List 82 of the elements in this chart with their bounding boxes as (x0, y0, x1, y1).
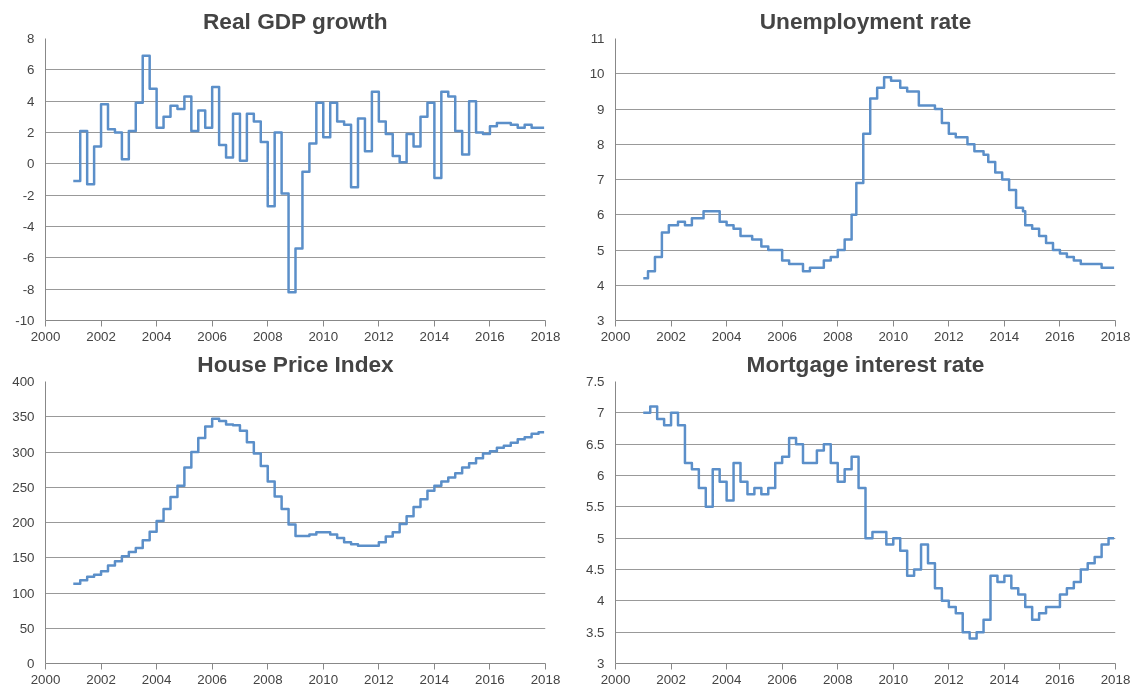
x-tick-label: 2018 (1100, 328, 1131, 344)
y-tick-label: 350 (12, 409, 35, 425)
x-tick-label: 2000 (30, 671, 61, 687)
x-tick-label: 2016 (475, 328, 505, 344)
x-tick-label: 2008 (822, 328, 853, 344)
y-tick-label: -6 (22, 250, 35, 266)
y-tick-label: 50 (19, 620, 35, 636)
x-tick-label: 2014 (419, 328, 450, 344)
chart-title: Unemployment rate (759, 7, 972, 34)
x-tick-label: 2002 (656, 671, 686, 687)
x-tick-label: 2004 (141, 328, 173, 344)
x-tick-label: 2006 (197, 328, 227, 344)
y-tick-label: 7.5 (585, 374, 605, 389)
y-tick-label: -8 (22, 281, 35, 297)
x-tick-label: 2010 (308, 671, 339, 687)
y-tick-label: 3.5 (585, 624, 605, 640)
x-tick-label: 2002 (656, 328, 686, 344)
y-tick-label: 5.5 (585, 499, 605, 515)
x-tick-label: 2002 (86, 328, 116, 344)
y-tick-label: 10 (589, 66, 605, 82)
y-tick-label: 0 (27, 656, 35, 671)
x-tick-label: 2008 (822, 671, 853, 687)
y-tick-label: -2 (22, 187, 35, 203)
y-tick-label: 6 (597, 468, 605, 483)
x-tick-label: 2010 (878, 671, 909, 687)
x-tick-label: 2012 (934, 328, 964, 344)
y-tick-label: 4.5 (585, 562, 605, 577)
x-tick-label: 2014 (419, 671, 450, 687)
y-tick-label: -10 (15, 313, 35, 328)
x-tick-label: 2014 (989, 671, 1020, 687)
x-tick-label: 2010 (308, 328, 339, 344)
y-tick-label: 250 (12, 479, 35, 495)
chart-title: Real GDP growth (202, 7, 388, 34)
y-tick-label: 400 (12, 374, 35, 389)
y-tick-label: 8 (597, 136, 605, 152)
x-tick-label: 2006 (767, 328, 797, 344)
y-tick-label: 0 (27, 156, 35, 172)
y-tick-label: 5 (597, 530, 605, 546)
y-tick-label: 8 (27, 31, 35, 46)
y-tick-label: 2 (27, 125, 35, 140)
x-tick-label: 2016 (1045, 671, 1075, 687)
chart-title: Mortgage interest rate (746, 350, 985, 377)
y-tick-label: -4 (22, 219, 36, 234)
x-tick-label: 2004 (711, 328, 743, 344)
x-tick-label: 2012 (364, 328, 394, 344)
y-tick-label: 3 (597, 656, 605, 671)
y-tick-label: 6 (27, 62, 35, 78)
y-tick-label: 7 (597, 405, 605, 421)
x-tick-label: 2006 (767, 671, 797, 687)
y-tick-label: 150 (12, 550, 35, 566)
x-tick-label: 2008 (252, 328, 283, 344)
y-tick-label: 100 (12, 585, 35, 601)
x-tick-label: 2016 (1045, 328, 1075, 344)
x-tick-label: 2000 (600, 328, 631, 344)
x-tick-label: 2018 (530, 328, 561, 344)
x-tick-label: 2012 (364, 671, 394, 687)
x-tick-label: 2004 (711, 671, 743, 687)
x-tick-label: 2002 (86, 671, 116, 687)
x-tick-label: 2004 (141, 671, 173, 687)
x-tick-label: 2016 (475, 671, 505, 687)
x-tick-label: 2006 (197, 671, 227, 687)
y-tick-label: 4 (597, 277, 606, 293)
chart-title: House Price Index (197, 350, 395, 377)
y-tick-label: 4 (27, 93, 36, 109)
y-tick-label: 4 (597, 593, 606, 609)
y-tick-label: 3 (597, 313, 605, 328)
y-tick-label: 6.5 (585, 436, 605, 452)
x-tick-label: 2000 (30, 328, 61, 344)
y-tick-label: 11 (590, 31, 605, 46)
y-tick-label: 6 (597, 207, 605, 223)
x-tick-label: 2018 (530, 671, 561, 687)
x-tick-label: 2010 (878, 328, 909, 344)
y-tick-label: 9 (597, 101, 605, 117)
x-tick-label: 2012 (934, 671, 964, 687)
x-tick-label: 2018 (1100, 671, 1131, 687)
y-tick-label: 300 (12, 444, 35, 460)
x-tick-label: 2014 (989, 328, 1020, 344)
y-tick-label: 7 (597, 172, 605, 187)
x-tick-label: 2008 (252, 671, 283, 687)
x-tick-label: 2000 (600, 671, 631, 687)
y-tick-label: 200 (12, 515, 35, 530)
y-tick-label: 5 (597, 242, 605, 258)
